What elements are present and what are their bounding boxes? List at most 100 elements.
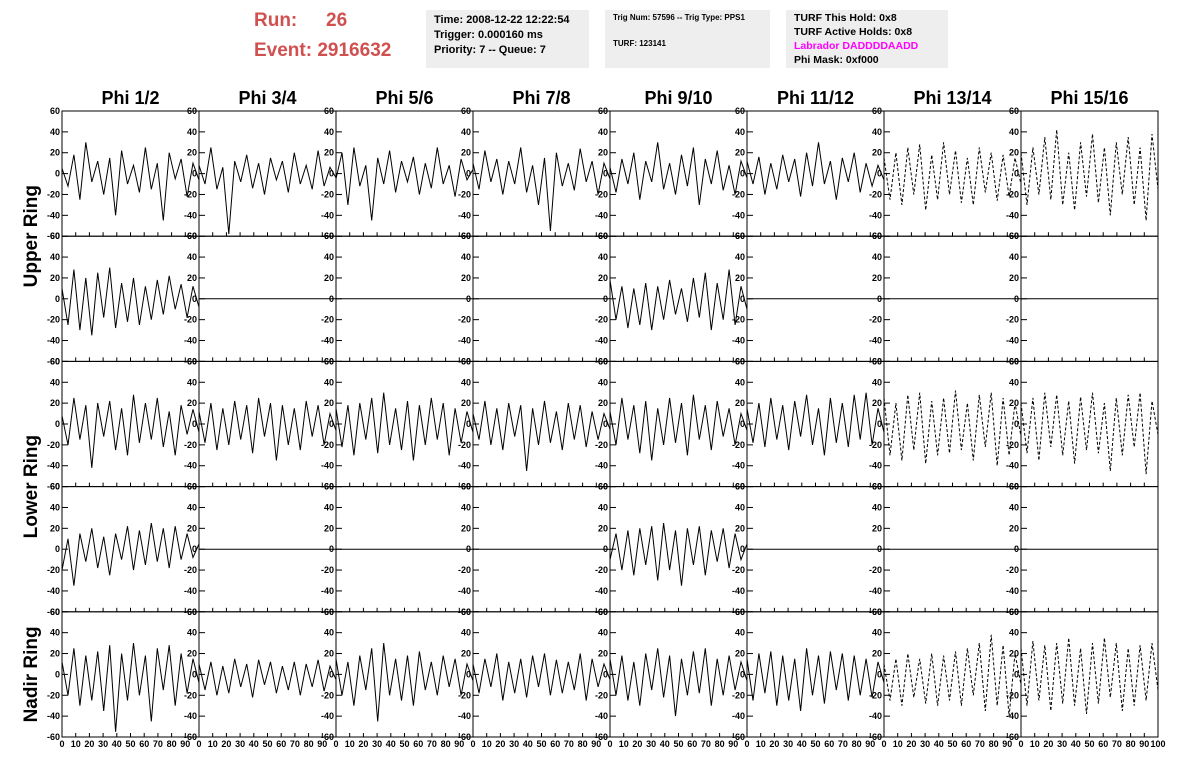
y-tick-label: 60: [50, 356, 60, 366]
y-tick-label: 20: [187, 523, 197, 533]
y-tick-label: -40: [1006, 210, 1019, 220]
column-title: Phi 3/4: [238, 88, 296, 108]
y-tick-label: 20: [872, 398, 882, 408]
x-tick-label: 60: [139, 739, 149, 749]
panel-frame: [1020, 360, 1159, 488]
y-tick-label: -20: [47, 690, 60, 700]
y-tick-label: 60: [461, 607, 471, 617]
y-tick-label: 60: [324, 482, 334, 492]
y-tick-label: -20: [458, 565, 471, 575]
y-tick-label: 40: [735, 502, 745, 512]
hold: TURF This Hold: 0x8: [794, 12, 897, 24]
y-tick-label: 60: [1009, 106, 1019, 116]
y-tick-label: 60: [50, 482, 60, 492]
x-tick-label: 50: [536, 739, 546, 749]
y-tick-label: -20: [47, 440, 60, 450]
y-tick-label: 40: [461, 628, 471, 638]
y-tick-label: -40: [869, 210, 882, 220]
y-tick-label: 40: [735, 252, 745, 262]
x-tick-label: 60: [276, 739, 286, 749]
trig: Trig Num: 57596 -- Trig Type: PPS1: [613, 13, 745, 22]
x-tick-label: 30: [1057, 739, 1067, 749]
y-tick-label: 40: [598, 127, 608, 137]
y-tick-label: -20: [869, 189, 882, 199]
y-tick-label: 20: [1009, 649, 1019, 659]
y-tick-label: -60: [47, 607, 60, 617]
y-tick-label: -20: [47, 315, 60, 325]
y-tick-label: 0: [192, 169, 197, 179]
y-tick-label: 0: [1014, 669, 1019, 679]
y-tick-label: -40: [1006, 586, 1019, 596]
y-tick-label: -40: [732, 711, 745, 721]
x-tick-label: 90: [317, 739, 327, 749]
x-tick-label: 20: [495, 739, 505, 749]
run-label: Run: 26: [254, 10, 348, 31]
y-tick-label: 20: [324, 649, 334, 659]
y-tick-label: -20: [1006, 440, 1019, 450]
x-tick-label: 30: [372, 739, 382, 749]
y-tick-label: 0: [603, 294, 608, 304]
y-tick-label: 40: [598, 628, 608, 638]
waveform: [198, 658, 337, 698]
y-tick-label: 0: [877, 169, 882, 179]
waveform: [472, 147, 611, 232]
x-tick-label: 20: [769, 739, 779, 749]
x-tick-label: 10: [756, 739, 766, 749]
y-tick-label: 20: [50, 523, 60, 533]
x-tick-label: 60: [824, 739, 834, 749]
y-tick-label: 60: [461, 356, 471, 366]
y-tick-label: 40: [324, 127, 334, 137]
y-tick-label: -40: [595, 586, 608, 596]
priority: Priority: 7 -- Queue: 7: [434, 44, 546, 56]
y-tick-label: 60: [187, 356, 197, 366]
waveform: [1020, 392, 1159, 475]
waveform: [883, 634, 1022, 717]
time: Time: 2008-12-22 12:22:54: [434, 14, 570, 26]
y-tick-label: 0: [329, 419, 334, 429]
y-tick-label: 0: [55, 294, 60, 304]
y-tick-label: 0: [603, 419, 608, 429]
y-tick-label: 40: [1009, 628, 1019, 638]
x-tick-label: 50: [810, 739, 820, 749]
y-tick-label: 60: [187, 106, 197, 116]
x-tick-label: 50: [262, 739, 272, 749]
y-tick-label: -40: [732, 210, 745, 220]
y-tick-label: -20: [321, 440, 334, 450]
y-tick-label: -40: [458, 336, 471, 346]
y-tick-label: -40: [321, 586, 334, 596]
x-tick-label: 10: [1030, 739, 1040, 749]
y-tick-label: 0: [740, 294, 745, 304]
y-tick-label: 20: [872, 273, 882, 283]
y-tick-label: -20: [321, 690, 334, 700]
y-tick-label: -20: [869, 565, 882, 575]
y-tick-label: 40: [1009, 377, 1019, 387]
column-title: Phi 13/14: [913, 88, 991, 108]
y-tick-label: -40: [869, 461, 882, 471]
y-tick-label: 60: [461, 231, 471, 241]
x-tick-label: 60: [961, 739, 971, 749]
y-tick-label: 60: [735, 106, 745, 116]
waveform: [609, 648, 748, 717]
y-tick-label: -20: [184, 690, 197, 700]
y-tick-label: -20: [458, 690, 471, 700]
column-title: Phi 5/6: [375, 88, 433, 108]
x-tick-label: 30: [509, 739, 519, 749]
y-tick-label: 40: [735, 377, 745, 387]
x-tick-label: 80: [852, 739, 862, 749]
x-tick-label: 0: [744, 739, 749, 749]
y-tick-label: -40: [47, 336, 60, 346]
y-tick-label: -60: [47, 356, 60, 366]
y-tick-label: -40: [458, 711, 471, 721]
y-tick-label: 0: [192, 544, 197, 554]
y-tick-label: 60: [187, 482, 197, 492]
y-tick-label: 60: [735, 482, 745, 492]
x-tick-label: 80: [304, 739, 314, 749]
y-tick-label: -20: [732, 315, 745, 325]
x-tick-label: 10: [345, 739, 355, 749]
x-tick-label: 0: [196, 739, 201, 749]
y-tick-label: 20: [872, 649, 882, 659]
waveform: [61, 142, 200, 221]
y-tick-label: -40: [869, 711, 882, 721]
y-tick-label: 20: [187, 398, 197, 408]
x-tick-label: 10: [482, 739, 492, 749]
